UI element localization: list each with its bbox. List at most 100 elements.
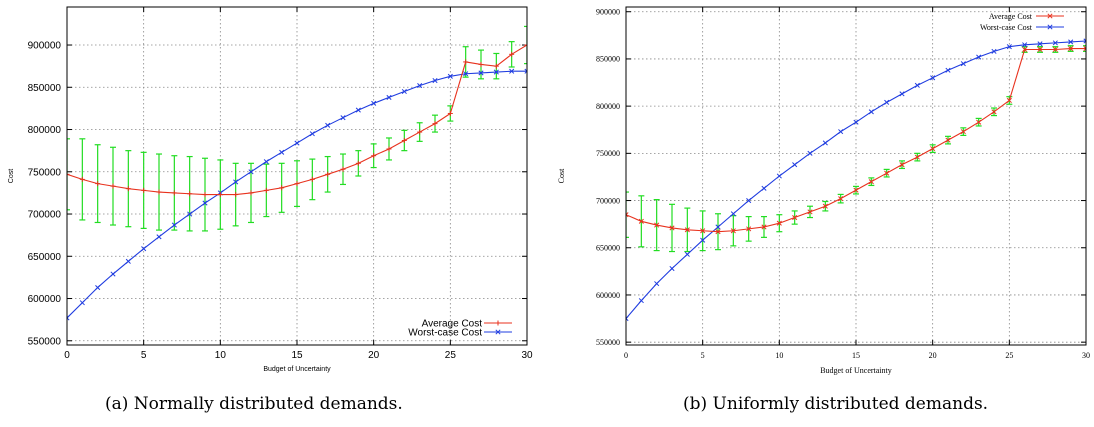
worst-case-cost-point <box>202 200 208 206</box>
average-cost-point <box>263 187 269 193</box>
worst-case-cost-point <box>945 67 951 73</box>
worst-case-cost-point <box>838 129 844 135</box>
worst-case-cost-point <box>638 298 644 304</box>
average-cost-point <box>217 192 223 198</box>
average-cost-point <box>371 153 377 159</box>
average-cost-point <box>202 192 208 198</box>
worst-case-cost-point <box>248 169 254 175</box>
y-tick-label: 850000 <box>596 55 620 64</box>
average-cost-point <box>447 110 453 116</box>
average-cost-point <box>1006 97 1012 104</box>
average-cost-point <box>654 222 660 228</box>
average-cost-point <box>991 109 997 115</box>
worst-case-cost-point <box>417 83 423 89</box>
figure-a: 0 5 10 15 20 25 30 550000 600000 650000 700000 7500… <box>0 0 546 427</box>
average-cost-point <box>884 170 890 176</box>
y-tick-label: 550000 <box>28 336 62 347</box>
average-cost-point <box>868 179 874 185</box>
average-cost-point <box>1022 46 1028 53</box>
worst-case-cost-point <box>447 73 453 79</box>
y-tick-label: 750000 <box>28 167 62 178</box>
x-axis-label: Budget of Uncertainty <box>263 366 331 373</box>
chart-b: 0 5 10 15 20 25 30 550000 600000 650000 700000 7500… <box>557 6 1090 375</box>
x-tick-label: 0 <box>624 351 628 360</box>
worst-case-cost-point <box>654 281 660 287</box>
plot-frame <box>625 6 1087 346</box>
worst-case-cost-point <box>355 107 361 113</box>
worst-case-cost-point <box>478 70 484 76</box>
y-axis-label: Cost <box>8 169 15 183</box>
y-tick-label: 600000 <box>28 294 62 305</box>
y-tick-label: 800000 <box>28 125 62 136</box>
average-cost-point <box>1037 46 1043 53</box>
legend: Average Cost Worst-case Cost <box>980 12 1064 32</box>
worst-case-cost-point <box>463 71 469 77</box>
x-tick-label: 15 <box>852 351 860 360</box>
average-cost-point <box>417 129 423 135</box>
average-cost-point <box>156 189 162 195</box>
average-cost-point <box>355 160 361 166</box>
worst-case-cost-point <box>171 222 177 228</box>
worst-case-cost-point <box>279 149 285 155</box>
worst-case-cost-point <box>95 284 101 291</box>
y-tick-label: 800000 <box>596 102 620 111</box>
average-cost-point <box>294 181 300 187</box>
average-cost-point <box>715 229 721 235</box>
worst-case-cost-point <box>509 68 515 74</box>
worst-case-cost-point <box>853 119 859 125</box>
worst-case-cost-point <box>669 265 675 272</box>
worst-case-cost-point <box>746 197 752 204</box>
y-tick-label: 900000 <box>596 8 620 17</box>
worst-case-cost-point <box>626 316 629 322</box>
worst-case-cost-point <box>991 48 997 54</box>
worst-case-cost-point <box>294 140 300 146</box>
average-cost-point <box>730 228 736 234</box>
average-cost-point <box>125 186 131 192</box>
average-cost-point <box>776 220 782 226</box>
worst-case-cost-point <box>776 173 782 179</box>
average-cost-point <box>386 146 392 152</box>
x-tick-label: 30 <box>521 350 533 361</box>
average-cost-point <box>792 214 798 221</box>
average-cost-point <box>95 181 101 187</box>
y-tick-label: 650000 <box>596 244 620 253</box>
worst-case-cost-point <box>340 115 346 121</box>
average-cost-point <box>626 212 629 218</box>
average-cost-point <box>746 226 752 232</box>
average-cost-point <box>493 63 499 69</box>
worst-case-cost-point <box>233 179 239 185</box>
x-tick-label: 20 <box>929 351 937 360</box>
legend-label: Worst-case Cost <box>408 328 482 339</box>
worst-case-cost-point <box>125 258 131 264</box>
y-tick-label: 750000 <box>596 149 620 158</box>
worst-case-cost-point <box>432 77 438 84</box>
worst-case-cost-point <box>141 246 147 252</box>
average-cost-point <box>1052 46 1058 53</box>
average-cost-point <box>684 227 690 233</box>
average-cost-point <box>509 51 515 57</box>
average-cost-point <box>110 183 116 189</box>
worst-case-cost-point <box>110 271 116 277</box>
legend-label: Worst-case Cost <box>980 23 1033 32</box>
legend-marker <box>1047 24 1053 30</box>
worst-case-cost-point <box>868 109 874 115</box>
average-cost-point <box>309 176 315 182</box>
average-cost-point <box>340 166 346 172</box>
worst-case-cost-point <box>401 88 407 95</box>
average-cost-point <box>432 121 438 127</box>
worst-case-cost-point <box>822 140 828 146</box>
x-tick-label: 5 <box>141 350 147 361</box>
x-tick-label: 5 <box>701 351 705 360</box>
average-cost-point <box>1068 45 1074 52</box>
y-tick-label: 700000 <box>596 196 620 205</box>
worst-case-cost-point <box>309 131 315 137</box>
average-cost-point <box>524 42 527 48</box>
worst-case-cost-point <box>187 211 193 217</box>
legend-label: Average Cost <box>989 12 1033 21</box>
average-cost-point <box>67 171 70 177</box>
worst-case-cost-point <box>684 251 690 257</box>
average-cost-point <box>463 59 469 65</box>
x-tick-label: 0 <box>64 350 70 361</box>
average-cost-point <box>899 162 905 168</box>
